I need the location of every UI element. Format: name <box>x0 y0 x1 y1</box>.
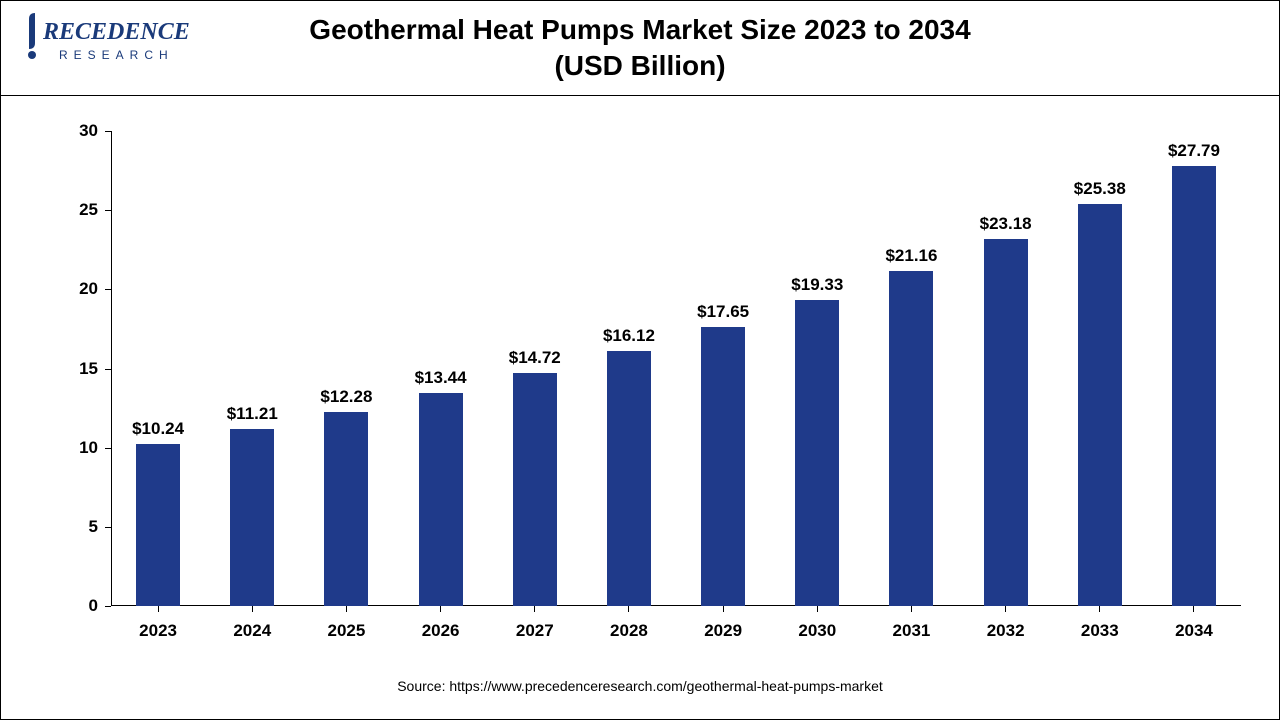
bar-value-label: $14.72 <box>509 348 561 368</box>
x-axis-label: 2034 <box>1147 621 1241 641</box>
bar-value-label: $11.21 <box>227 404 278 424</box>
x-tick-mark <box>911 606 912 612</box>
x-axis-label: 2027 <box>488 621 582 641</box>
bar-value-label: $27.79 <box>1168 141 1220 161</box>
y-tick-label: 5 <box>89 517 98 537</box>
x-labels: 2023202420252026202720282029203020312032… <box>111 621 1241 641</box>
bars-container: $10.24$11.21$12.28$13.44$14.72$16.12$17.… <box>111 131 1241 606</box>
x-tick-marks <box>111 606 1241 612</box>
x-tick-mark <box>158 606 159 612</box>
logo: RECEDENCE RESEARCH <box>21 11 221 81</box>
x-tick-mark <box>628 606 629 612</box>
bar <box>419 393 463 606</box>
svg-text:RESEARCH: RESEARCH <box>59 48 174 62</box>
bar-group: $23.18 <box>959 239 1053 606</box>
bar-group: $12.28 <box>299 412 393 606</box>
y-tick-label: 15 <box>79 359 98 379</box>
bar-value-label: $25.38 <box>1074 179 1126 199</box>
x-axis-label: 2033 <box>1053 621 1147 641</box>
bar-group: $25.38 <box>1053 204 1147 606</box>
y-tick-label: 25 <box>79 200 98 220</box>
bar-value-label: $12.28 <box>320 387 372 407</box>
x-axis-label: 2025 <box>299 621 393 641</box>
title-line2: (USD Billion) <box>554 50 725 81</box>
svg-text:RECEDENCE: RECEDENCE <box>42 19 190 45</box>
x-axis-label: 2031 <box>864 621 958 641</box>
bar <box>324 412 368 606</box>
bar <box>513 373 557 606</box>
bar-group: $21.16 <box>864 271 958 606</box>
x-axis-label: 2028 <box>582 621 676 641</box>
y-tick-label: 30 <box>79 121 98 141</box>
bar-group: $10.24 <box>111 444 205 606</box>
bar <box>889 271 933 606</box>
bar-group: $11.21 <box>205 429 299 606</box>
logo-icon: RECEDENCE RESEARCH <box>21 11 201 66</box>
y-tick-label: 20 <box>79 279 98 299</box>
x-axis-label: 2023 <box>111 621 205 641</box>
x-axis-label: 2024 <box>205 621 299 641</box>
bar-group: $13.44 <box>394 393 488 606</box>
x-tick-mark <box>1099 606 1100 612</box>
x-axis-label: 2032 <box>959 621 1053 641</box>
bar-group: $16.12 <box>582 351 676 606</box>
title-line1: Geothermal Heat Pumps Market Size 2023 t… <box>309 14 970 45</box>
bar-group: $14.72 <box>488 373 582 606</box>
x-axis-label: 2029 <box>676 621 770 641</box>
bar <box>230 429 274 606</box>
bar-value-label: $23.18 <box>980 214 1032 234</box>
bar <box>1172 166 1216 606</box>
bar <box>984 239 1028 606</box>
chart-title: Geothermal Heat Pumps Market Size 2023 t… <box>309 12 970 85</box>
bar-value-label: $19.33 <box>791 275 843 295</box>
y-tick-label: 10 <box>79 438 98 458</box>
bar-group: $19.33 <box>770 300 864 606</box>
x-tick-mark <box>252 606 253 612</box>
x-tick-mark <box>346 606 347 612</box>
chart-container: RECEDENCE RESEARCH Geothermal Heat Pumps… <box>0 0 1280 720</box>
x-tick-mark <box>1005 606 1006 612</box>
bar <box>136 444 180 606</box>
y-tick-label: 0 <box>89 596 98 616</box>
bar-value-label: $21.16 <box>885 246 937 266</box>
bar-group: $27.79 <box>1147 166 1241 606</box>
y-axis: 051015202530 <box>46 131 106 606</box>
chart-area: 051015202530 $10.24$11.21$12.28$13.44$14… <box>111 131 1241 606</box>
bar <box>701 327 745 606</box>
bar-group: $17.65 <box>676 327 770 606</box>
x-tick-mark <box>1193 606 1194 612</box>
x-tick-mark <box>817 606 818 612</box>
x-tick-mark <box>723 606 724 612</box>
bar-value-label: $17.65 <box>697 302 749 322</box>
x-tick-mark <box>440 606 441 612</box>
title-box: RECEDENCE RESEARCH Geothermal Heat Pumps… <box>1 1 1279 96</box>
x-axis-label: 2026 <box>394 621 488 641</box>
bar <box>607 351 651 606</box>
bar-value-label: $16.12 <box>603 326 655 346</box>
bar <box>1078 204 1122 606</box>
bar <box>795 300 839 606</box>
bar-value-label: $10.24 <box>132 419 184 439</box>
x-axis-label: 2030 <box>770 621 864 641</box>
source-text: Source: https://www.precedenceresearch.c… <box>1 678 1279 694</box>
bar-value-label: $13.44 <box>415 368 467 388</box>
x-tick-mark <box>534 606 535 612</box>
